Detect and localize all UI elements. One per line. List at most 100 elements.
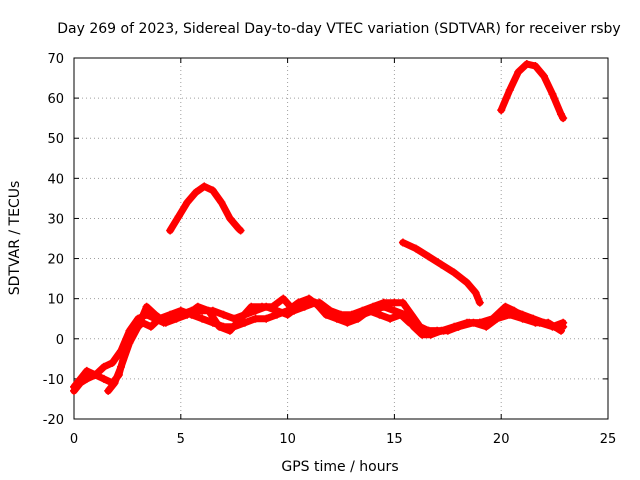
data-point [272,310,281,319]
data-point [142,302,151,311]
data-point [450,268,459,277]
data-point [559,114,568,123]
data-point [183,310,192,319]
data-point [439,326,448,335]
data-point [217,198,226,207]
data-point [99,374,108,383]
data-point [134,322,143,331]
data-point [505,310,514,319]
y-tick-label: -20 [43,413,64,428]
x-tick-label: 10 [279,432,296,447]
grid [74,58,608,419]
data-point [183,198,192,207]
data-point [522,60,531,69]
y-tick-label: 50 [47,132,64,147]
data-point [559,318,568,327]
data-point [492,314,501,323]
y-tick-label: -10 [43,373,64,388]
data-point [104,386,113,395]
data-point [375,310,384,319]
data-point [294,298,303,307]
data-point [257,302,266,311]
data-point [91,370,100,379]
data-point [247,302,256,311]
data-point [82,374,91,383]
data-point [396,310,405,319]
data-point [531,62,540,71]
data-point [437,260,446,269]
series-line [166,182,245,234]
data-point [300,302,309,311]
data-point [161,318,170,327]
data-point [290,306,299,315]
x-tick-label: 5 [177,432,185,447]
data-point [236,226,245,235]
data-point [236,314,245,323]
data-point [354,314,363,323]
data-point [505,86,514,95]
data-point [482,322,491,331]
y-tick-label: 40 [47,172,64,187]
data-point [219,310,228,319]
plot-frame [73,57,609,420]
data-point [544,318,553,327]
data-point [225,326,234,335]
data-point [398,298,407,307]
data-point [471,288,480,297]
data-layer [70,60,568,395]
data-point [208,186,217,195]
data-point [110,378,119,387]
data-point [379,302,388,311]
y-axis-label: SDTVAR / TECUs [7,181,23,296]
data-point [390,298,399,307]
data-point [108,358,117,367]
data-point [146,322,155,331]
data-point [424,326,433,335]
data-point [463,278,472,287]
data-point [200,182,209,191]
series-line [399,239,484,307]
data-point [514,68,523,77]
data-point [539,72,548,81]
series-band-c [104,294,566,395]
data-point [70,386,78,395]
data-point [343,318,352,327]
data-point [279,294,288,303]
y-tick-label: 10 [47,293,64,308]
data-point [166,226,175,235]
data-point [411,244,420,253]
data-point [172,314,181,323]
data-point [193,302,202,311]
data-point [497,106,506,115]
data-point [198,314,207,323]
data-point [469,318,478,327]
data-point [424,252,433,261]
data-point [518,314,527,323]
x-tick-label: 15 [386,432,403,447]
data-point [418,330,427,339]
data-point [225,214,234,223]
series-arc-1 [166,182,245,235]
x-tick-label: 0 [70,432,78,447]
data-point [454,322,463,331]
data-point [116,362,125,371]
x-tick-label: 25 [600,432,617,447]
data-point [125,338,134,347]
data-point [531,318,540,327]
series-arc-2 [497,60,568,123]
data-point [557,326,566,335]
data-point [204,306,213,315]
data-point [215,322,224,331]
data-point [332,314,341,323]
data-point [99,362,108,371]
data-point [557,110,566,119]
data-point [413,322,422,331]
data-point [386,314,395,323]
y-tick-label: 30 [47,212,64,227]
y-tick-label: 0 [56,333,64,348]
data-point [475,298,484,307]
data-point [174,212,183,221]
data-point [311,298,320,307]
data-point [240,318,249,327]
data-point [405,318,414,327]
